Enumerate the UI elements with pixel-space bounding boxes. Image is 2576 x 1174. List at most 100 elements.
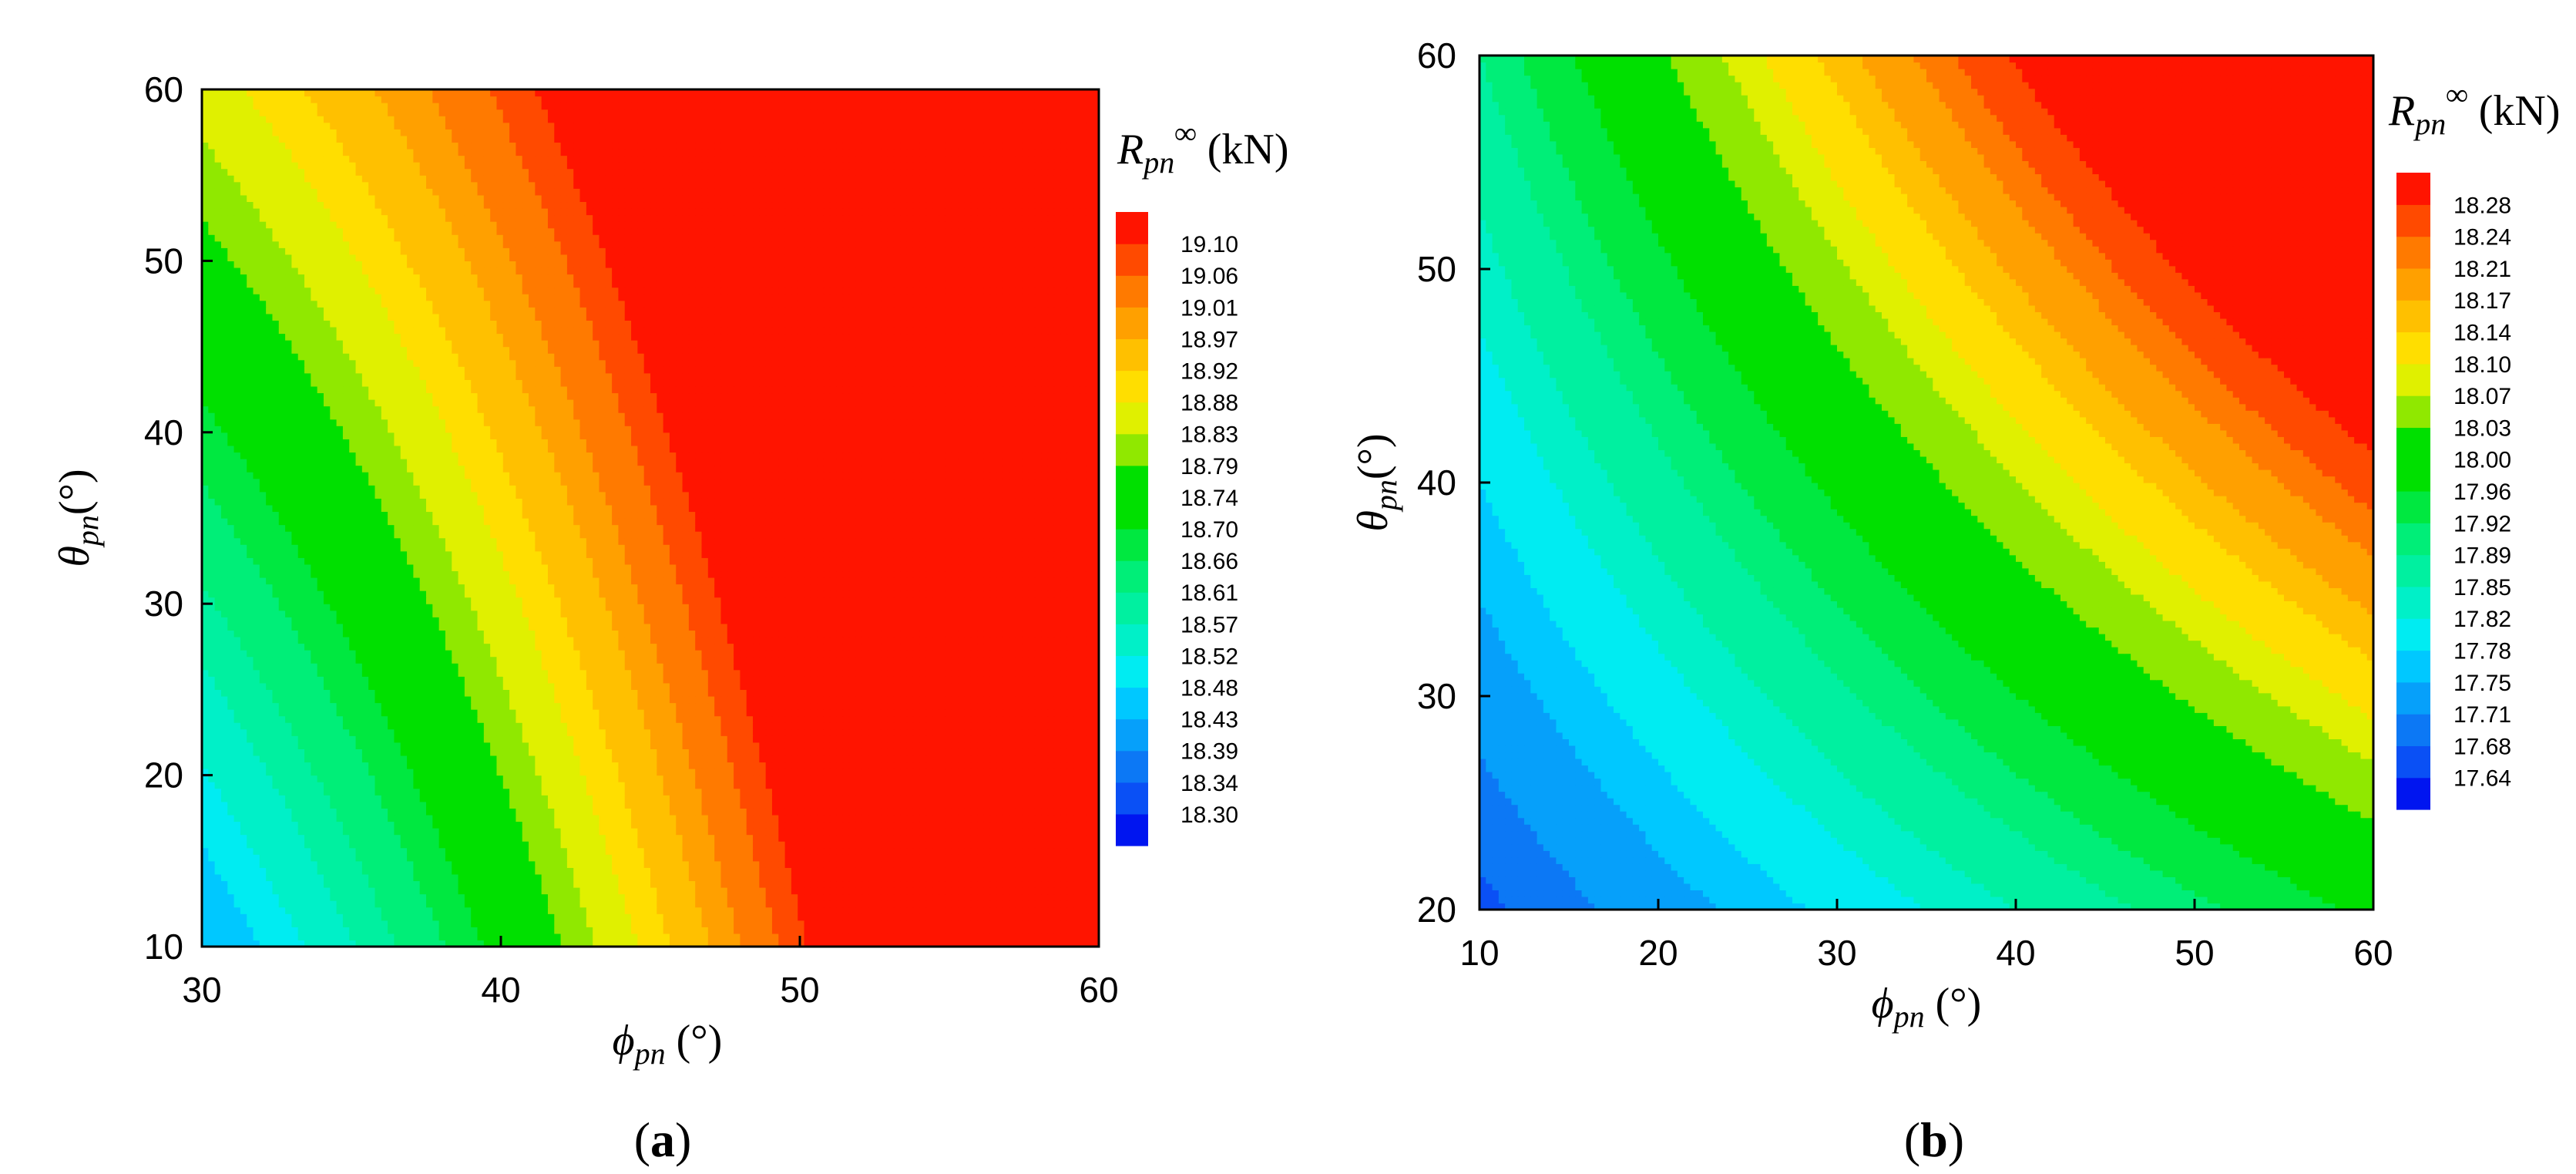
contour-cell — [868, 801, 875, 809]
contour-cell — [330, 920, 338, 927]
contour-cell — [388, 854, 395, 862]
contour-cell — [388, 722, 395, 730]
contour-cell — [272, 893, 280, 901]
contour-cell — [311, 860, 318, 868]
contour-cell — [810, 715, 818, 723]
contour-cell — [925, 715, 933, 723]
contour-cell — [560, 940, 568, 947]
contour-cell — [438, 715, 446, 723]
contour-cell — [1015, 728, 1023, 736]
contour-cell — [413, 927, 421, 934]
contour-cell — [240, 913, 247, 921]
contour-cell — [1092, 860, 1100, 868]
contour-cell — [701, 927, 709, 934]
contour-cell — [612, 814, 620, 822]
contour-cell — [720, 795, 728, 802]
contour-cell — [688, 769, 696, 776]
contour-cell — [259, 880, 267, 888]
contour-cell — [900, 782, 908, 789]
contour-cell — [1015, 715, 1023, 723]
contour-cell — [381, 814, 388, 822]
contour-cell — [432, 913, 440, 921]
contour-cell — [330, 748, 338, 756]
contour-cell — [855, 900, 862, 908]
contour-cell — [791, 762, 798, 769]
contour-cell — [291, 715, 299, 723]
contour-cell — [208, 775, 216, 782]
contour-cell — [579, 900, 587, 908]
contour-cell — [516, 860, 523, 868]
contour-cell — [502, 940, 510, 947]
contour-cell — [355, 728, 363, 736]
contour-cell — [791, 841, 798, 849]
contour-cell — [579, 907, 587, 914]
contour-cell — [1041, 893, 1049, 901]
contour-cell — [458, 828, 465, 836]
contour-cell — [676, 795, 683, 802]
contour-cell — [509, 854, 516, 862]
contour-cell — [778, 927, 786, 934]
contour-cell — [413, 769, 421, 776]
contour-cell — [259, 755, 267, 763]
contour-cell — [368, 814, 376, 822]
contour-cell — [1003, 821, 1010, 829]
contour-cell — [285, 735, 292, 743]
contour-cell — [304, 873, 311, 882]
contour-cell — [643, 715, 651, 723]
contour-cell — [906, 847, 914, 855]
contour-cell — [791, 769, 798, 776]
contour-cell — [579, 728, 587, 736]
contour-cell — [560, 834, 568, 842]
contour-cell — [900, 828, 908, 836]
contour-cell — [925, 867, 933, 875]
contour-cell — [227, 715, 235, 723]
contour-cell — [720, 728, 728, 736]
contour-cell — [368, 742, 376, 749]
contour-cell — [208, 867, 216, 875]
contour-cell — [297, 808, 305, 816]
contour-cell — [701, 887, 709, 895]
contour-cell — [695, 927, 703, 934]
contour-cell — [848, 880, 856, 888]
contour-cell — [740, 907, 747, 914]
contour-cell — [810, 722, 818, 730]
contour-cell — [996, 814, 1003, 822]
contour-cell — [374, 762, 382, 769]
contour-cell — [964, 755, 972, 763]
contour-cell — [297, 927, 305, 934]
contour-cell — [336, 828, 344, 836]
contour-cell — [855, 867, 862, 875]
contour-cell — [368, 828, 376, 836]
contour-cell — [734, 769, 741, 776]
contour-cell — [471, 814, 479, 822]
contour-cell — [593, 728, 600, 736]
contour-cell — [765, 828, 773, 836]
contour-cell — [682, 933, 690, 941]
contour-cell — [919, 742, 927, 749]
contour-cell — [233, 709, 241, 717]
contour-cell — [823, 841, 831, 849]
contour-cell — [765, 769, 773, 776]
contour-cell — [388, 893, 395, 901]
contour-cell — [740, 735, 747, 743]
contour-cell — [996, 788, 1003, 796]
contour-cell — [977, 913, 984, 921]
contour-cell — [1053, 867, 1061, 875]
contour-cell — [958, 847, 965, 855]
contour-cell — [547, 887, 555, 895]
contour-cell — [771, 788, 779, 796]
contour-cell — [1015, 900, 1023, 908]
contour-cell — [285, 821, 292, 829]
contour-cell — [939, 867, 946, 875]
contour-cell — [381, 788, 388, 796]
contour-cell — [381, 860, 388, 868]
contour-cell — [912, 769, 920, 776]
contour-cell — [452, 801, 459, 809]
contour-cell — [516, 728, 523, 736]
contour-cell — [746, 867, 754, 875]
contour-cell — [810, 801, 818, 809]
contour-cell — [579, 834, 587, 842]
contour-cell — [753, 722, 760, 730]
contour-cell — [682, 821, 690, 829]
contour-cell — [784, 742, 792, 749]
